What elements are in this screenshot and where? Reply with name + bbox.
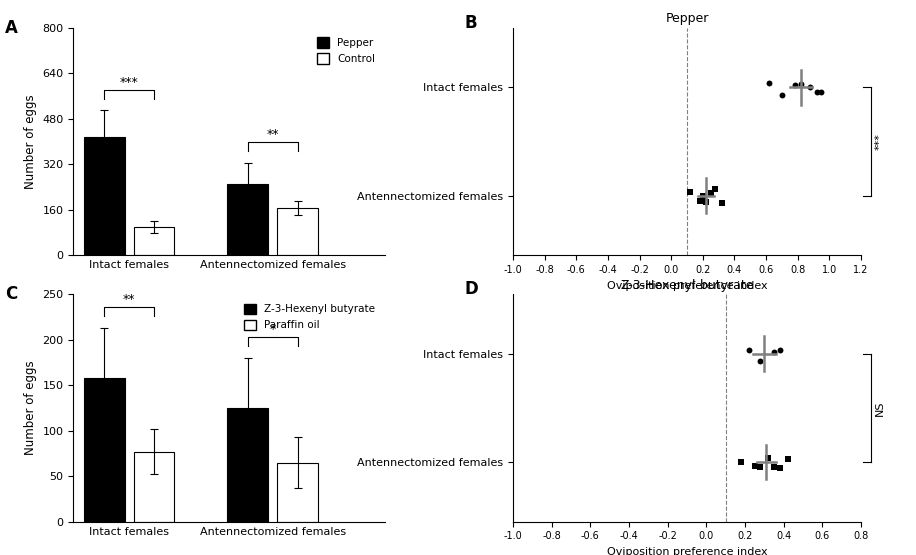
Text: D: D <box>464 280 478 299</box>
Point <box>753 356 768 365</box>
Point <box>682 187 697 196</box>
Bar <box>227 408 267 522</box>
Text: ***: *** <box>120 75 138 89</box>
Point <box>775 90 790 99</box>
Text: **: ** <box>267 128 278 141</box>
Point <box>714 199 729 208</box>
Bar <box>278 208 318 255</box>
X-axis label: Oviposition preference index: Oviposition preference index <box>606 281 768 291</box>
Bar <box>84 137 125 255</box>
Point <box>692 196 707 205</box>
Point <box>767 347 781 356</box>
Point <box>772 346 787 355</box>
Bar <box>278 462 318 522</box>
Y-axis label: Number of eggs: Number of eggs <box>24 94 37 189</box>
Text: ***: *** <box>875 133 885 150</box>
Point <box>699 198 714 206</box>
Point <box>742 345 757 354</box>
Text: C: C <box>5 285 17 303</box>
Point <box>695 191 710 200</box>
Point <box>772 464 787 473</box>
X-axis label: Oviposition preference index: Oviposition preference index <box>606 547 768 555</box>
Point <box>787 81 802 90</box>
Point <box>734 458 748 467</box>
Point <box>761 453 776 462</box>
Point <box>780 455 795 464</box>
Point <box>767 463 781 472</box>
Bar <box>84 378 125 522</box>
Point <box>747 462 762 471</box>
Text: **: ** <box>123 293 136 306</box>
Y-axis label: Number of eggs: Number of eggs <box>24 361 37 455</box>
Bar <box>134 452 174 522</box>
Text: *: * <box>269 323 276 336</box>
Text: A: A <box>5 19 17 37</box>
Bar <box>134 227 174 255</box>
Title: Pepper: Pepper <box>665 12 709 25</box>
Point <box>810 87 824 96</box>
Point <box>703 189 718 198</box>
Text: B: B <box>464 14 477 32</box>
Point <box>803 83 818 92</box>
Title: Z-3-Hexenyl-butyrate: Z-3-Hexenyl-butyrate <box>620 279 754 291</box>
Text: NS: NS <box>875 400 885 416</box>
Point <box>793 79 808 88</box>
Point <box>762 79 777 88</box>
Point <box>753 462 768 471</box>
Legend: Z-3-Hexenyl butyrate, Paraffin oil: Z-3-Hexenyl butyrate, Paraffin oil <box>239 299 379 335</box>
Point <box>814 88 829 97</box>
Legend: Pepper, Control: Pepper, Control <box>312 33 379 68</box>
Point <box>708 184 723 193</box>
Bar <box>227 184 267 255</box>
